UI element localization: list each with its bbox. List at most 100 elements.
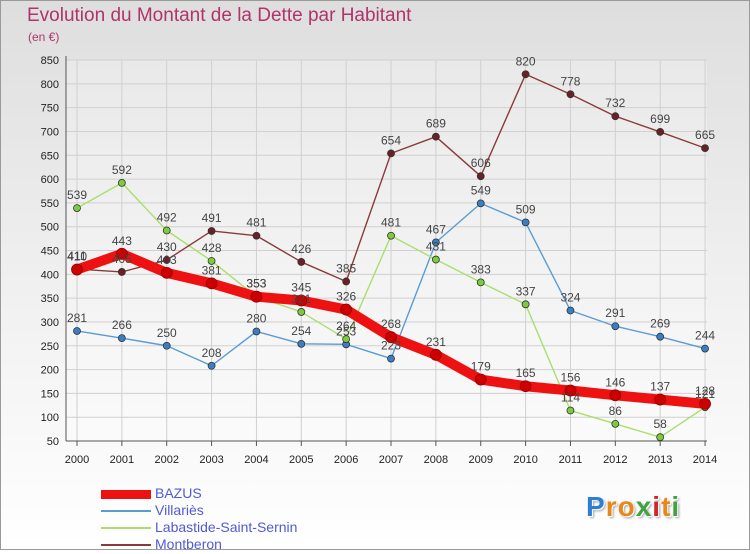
logo-letter: x — [635, 491, 653, 522]
data-point — [117, 178, 126, 187]
data-label: 539 — [67, 188, 87, 202]
data-label: 128 — [695, 384, 715, 398]
data-label: 481 — [381, 216, 401, 230]
data-labels: 281 266 250 208 280 254 253 223 467 549 509 324 291 2… — [67, 54, 715, 431]
y-tick-label: 400 — [41, 269, 59, 281]
data-label: 467 — [426, 222, 446, 236]
data-point — [566, 90, 575, 99]
data-point — [207, 227, 216, 235]
legend-label: Labastide-Saint-Sernin — [155, 519, 298, 535]
x-tick-label: 2004 — [244, 454, 268, 466]
data-label: 353 — [246, 277, 266, 291]
data-label: 114 — [561, 391, 580, 405]
data-label: 280 — [246, 311, 266, 325]
logo-letter: i — [671, 491, 681, 522]
data-point — [609, 389, 622, 402]
y-tick-label: 800 — [41, 79, 59, 91]
data-label: 179 — [471, 360, 491, 374]
series-lines — [71, 70, 711, 442]
data-point — [611, 322, 620, 331]
data-label: 326 — [336, 290, 356, 304]
data-point — [295, 294, 308, 307]
y-tick-label: 100 — [41, 412, 59, 424]
data-point — [160, 266, 173, 279]
data-label: 266 — [112, 318, 132, 332]
x-tick-label: 2009 — [468, 454, 492, 466]
legend-label: BAZUS — [155, 485, 202, 501]
data-point — [521, 218, 530, 227]
unit-label: (en €) — [28, 30, 60, 44]
data-point — [205, 277, 218, 290]
data-point — [115, 247, 128, 260]
data-label: 606 — [471, 156, 491, 170]
data-point — [654, 393, 667, 406]
y-tick-label: 650 — [41, 150, 59, 162]
data-point — [656, 128, 665, 136]
data-label: 411 — [67, 249, 86, 263]
y-tick-label: 300 — [41, 317, 59, 329]
data-point — [342, 335, 351, 343]
data-point — [476, 172, 485, 181]
x-tick-label: 2013 — [648, 454, 672, 466]
data-label: 428 — [202, 241, 222, 255]
y-tick-label: 200 — [41, 365, 59, 377]
data-point — [521, 70, 530, 79]
y-tick-label: 850 — [41, 55, 59, 67]
data-point — [564, 384, 577, 397]
data-point — [252, 231, 261, 240]
data-label: 165 — [516, 366, 536, 380]
logo-letter: o — [617, 491, 636, 522]
data-label: 223 — [381, 339, 401, 353]
data-label: 509 — [516, 202, 536, 216]
data-label: 699 — [650, 112, 670, 126]
legend-swatch — [101, 510, 151, 512]
data-label: 410 — [67, 250, 87, 264]
data-point — [476, 278, 485, 287]
data-point — [73, 204, 81, 213]
data-point — [387, 231, 395, 240]
data-label: 156 — [560, 371, 580, 385]
data-point — [162, 341, 171, 350]
x-tick-label: 2005 — [289, 454, 313, 466]
data-label: 146 — [605, 375, 625, 389]
data-label: 665 — [695, 128, 715, 142]
data-label: 324 — [560, 291, 580, 305]
data-label: 137 — [650, 380, 670, 394]
y-tick-label: 700 — [41, 126, 59, 138]
data-point — [297, 258, 306, 266]
legend-swatch — [101, 527, 151, 529]
logo-letter: r — [605, 491, 618, 522]
data-point — [71, 263, 83, 276]
data-point — [699, 397, 711, 410]
data-point — [162, 256, 171, 264]
logo-letter: i — [652, 491, 662, 522]
data-label: 208 — [202, 346, 222, 360]
x-tick-label: 2000 — [65, 454, 89, 466]
x-tick-label: 2003 — [199, 454, 223, 466]
data-label: 689 — [426, 117, 446, 131]
data-point — [566, 406, 575, 415]
data-point — [431, 255, 440, 264]
y-tick-label: 750 — [41, 103, 59, 115]
data-label: 443 — [112, 234, 132, 248]
y-tick-label: 600 — [41, 174, 59, 186]
data-label: 244 — [695, 329, 715, 343]
y-tick-label: 250 — [41, 341, 59, 353]
axes: 50 100 150 200 250 300 350 400 450 500 550 600 650 70… — [41, 55, 718, 466]
legend-swatch — [101, 489, 151, 499]
x-tick-label: 2008 — [424, 454, 448, 466]
y-tick-label: 150 — [41, 388, 59, 400]
data-label: 383 — [471, 262, 491, 276]
data-label: 86 — [609, 404, 623, 418]
y-tick-label: 50 — [47, 436, 59, 448]
data-label: 269 — [650, 317, 670, 331]
data-point — [474, 373, 487, 386]
data-label: 732 — [605, 96, 625, 110]
data-label: 281 — [67, 311, 87, 325]
data-point — [297, 339, 306, 348]
data-point — [656, 433, 665, 442]
data-point — [73, 327, 81, 335]
proxiti-logo: Proxiti — [586, 491, 680, 523]
